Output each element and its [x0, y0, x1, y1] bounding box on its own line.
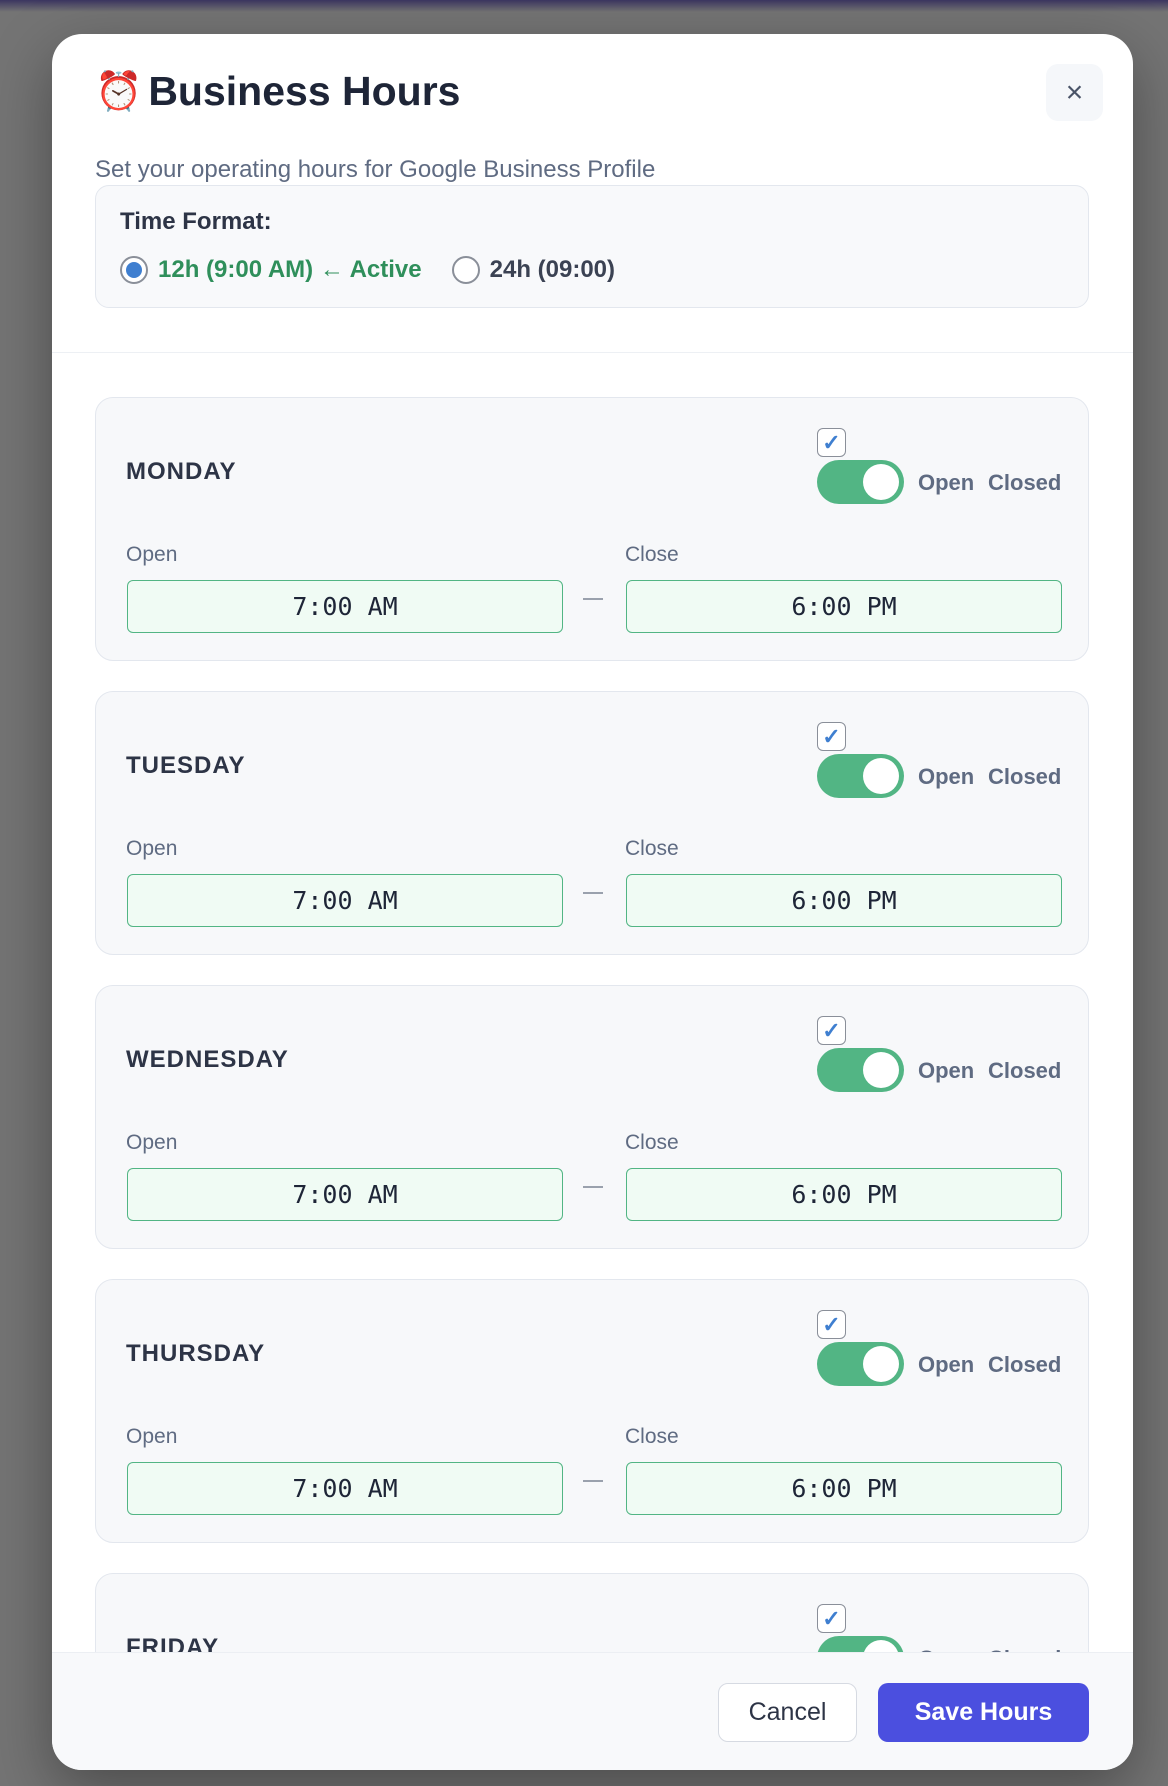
- closed-state-label: Closed: [988, 470, 1062, 495]
- close-field-label: Close: [625, 1131, 679, 1154]
- day-card-wednesday: WEDNESDAY ✓ Open Closed Open Close 7:00 …: [95, 985, 1089, 1249]
- open-closed-toggle[interactable]: [817, 1048, 904, 1092]
- close-icon: ×: [1065, 75, 1084, 109]
- day-name: WEDNESDAY: [126, 1046, 289, 1073]
- open-time-input[interactable]: 7:00 AM: [127, 874, 563, 927]
- day-card-monday: MONDAY ✓ Open Closed Open Close 7:00 AM …: [95, 397, 1089, 661]
- close-time-input[interactable]: 6:00 PM: [626, 1462, 1062, 1515]
- open-closed-toggle[interactable]: [817, 754, 904, 798]
- range-dash: [583, 1186, 603, 1188]
- open-state-label: Open: [918, 764, 975, 789]
- close-time-input[interactable]: 6:00 PM: [626, 580, 1062, 633]
- close-field-label: Close: [625, 1425, 679, 1448]
- title-text: Business Hours: [148, 68, 461, 114]
- background-app-header: [0, 0, 1168, 12]
- close-time-input[interactable]: 6:00 PM: [626, 874, 1062, 927]
- open-closed-toggle[interactable]: [817, 1636, 904, 1652]
- day-name: FRIDAY: [126, 1634, 220, 1652]
- day-enabled-checkbox[interactable]: ✓: [817, 1310, 846, 1339]
- close-button[interactable]: ×: [1046, 64, 1103, 121]
- days-list[interactable]: MONDAY ✓ Open Closed Open Close 7:00 AM …: [95, 397, 1089, 1652]
- close-field-label: Close: [625, 837, 679, 860]
- radio-12h-label[interactable]: 12h (9:00 AM) ← Active: [158, 256, 422, 283]
- open-field-label: Open: [126, 1131, 178, 1154]
- day-card-friday: FRIDAY ✓ Open Closed Open Close: [95, 1573, 1089, 1652]
- check-icon: ✓: [822, 1017, 841, 1043]
- modal-title: ⏰ Business Hours: [95, 68, 460, 115]
- close-time-input[interactable]: 6:00 PM: [626, 1168, 1062, 1221]
- modal-footer: Cancel Save Hours: [52, 1652, 1133, 1770]
- day-enabled-checkbox[interactable]: ✓: [817, 428, 846, 457]
- open-state-label: Open: [918, 1646, 974, 1652]
- close-field-label: Close: [625, 543, 679, 566]
- range-dash: [583, 598, 603, 600]
- open-state-label: Open: [918, 1352, 975, 1377]
- radio-12h[interactable]: [120, 256, 148, 284]
- check-icon: ✓: [822, 1311, 841, 1337]
- open-state-label: Open: [918, 1058, 975, 1083]
- radio-24h[interactable]: [451, 256, 480, 284]
- open-field-label: Open: [126, 1425, 178, 1448]
- check-icon: ✓: [822, 429, 841, 455]
- day-card-thursday: THURSDAY ✓ Open Closed Open Close 7:00 A…: [95, 1279, 1089, 1543]
- open-time-input[interactable]: 7:00 AM: [127, 1168, 563, 1221]
- closed-state-label: Closed: [988, 1352, 1062, 1377]
- range-dash: [583, 892, 603, 894]
- business-hours-modal: ⏰ Business Hours Set your operating hour…: [52, 34, 1133, 1770]
- day-card-tuesday: TUESDAY ✓ Open Closed Open Close 7:00 AM…: [95, 691, 1089, 955]
- open-closed-toggle[interactable]: [817, 460, 904, 504]
- open-field-label: Open: [126, 543, 178, 566]
- modal-subtitle: Set your operating hours for Google Busi…: [95, 156, 656, 183]
- range-dash: [583, 1480, 603, 1482]
- alarm-clock-icon: ⏰: [95, 70, 143, 113]
- open-time-input[interactable]: 7:00 AM: [127, 1462, 563, 1515]
- check-icon: ✓: [822, 1605, 841, 1631]
- cancel-button[interactable]: Cancel: [718, 1683, 857, 1742]
- time-format-label: Time Format:: [120, 208, 272, 235]
- day-enabled-checkbox[interactable]: ✓: [817, 1604, 846, 1633]
- radio-24h-label[interactable]: 24h (09:00): [489, 256, 616, 283]
- open-state-label: Open: [918, 470, 975, 495]
- day-name: TUESDAY: [126, 752, 246, 779]
- closed-state-label: Closed: [988, 1646, 1061, 1652]
- divider: [52, 352, 1133, 353]
- day-name: MONDAY: [126, 458, 237, 485]
- closed-state-label: Closed: [988, 1058, 1062, 1083]
- closed-state-label: Closed: [988, 764, 1062, 789]
- open-closed-toggle[interactable]: [817, 1342, 904, 1386]
- day-enabled-checkbox[interactable]: ✓: [817, 722, 846, 751]
- save-hours-button[interactable]: Save Hours: [878, 1683, 1089, 1742]
- day-enabled-checkbox[interactable]: ✓: [817, 1016, 846, 1045]
- check-icon: ✓: [822, 723, 841, 749]
- open-time-input[interactable]: 7:00 AM: [127, 580, 563, 633]
- day-name: THURSDAY: [126, 1340, 266, 1367]
- time-format-panel: Time Format: 12h (9:00 AM) ← Active 24h …: [95, 185, 1089, 308]
- open-field-label: Open: [126, 837, 178, 860]
